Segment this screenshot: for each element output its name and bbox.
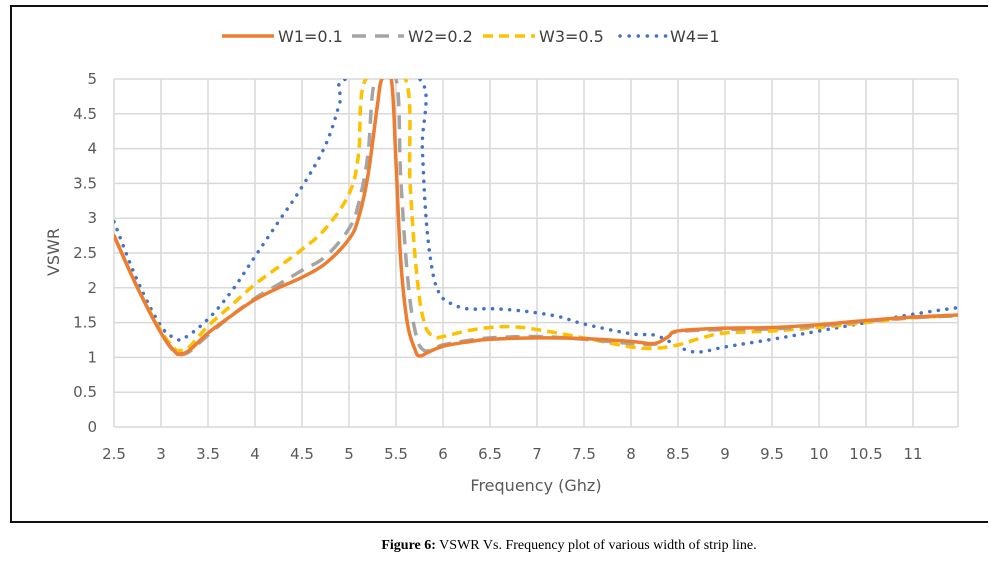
x-tick-label: 4	[250, 445, 260, 463]
x-axis-label: Frequency (Ghz)	[470, 476, 601, 495]
y-tick-label: 2.5	[73, 244, 97, 262]
y-tick-label: 4	[87, 140, 97, 158]
legend: W1=0.1 W2=0.2 W3=0.5 W4=1	[222, 27, 720, 46]
x-tick-labels: 2.5 3 3.5 4 4.5 5 5.5 6 6.5 7 7.5 8 8.5 9 9.5 10 10.5 11	[102, 445, 922, 463]
y-tick-label: 5	[87, 70, 97, 88]
y-axis-label: VSWR	[44, 228, 63, 276]
x-tick-label: 9	[720, 445, 730, 463]
figure-frame	[10, 5, 988, 523]
series-line-w3-0-5	[114, 79, 958, 353]
x-tick-label: 4.5	[290, 445, 314, 463]
y-tick-label: 1	[87, 348, 97, 366]
x-tick-label: 7.5	[572, 445, 596, 463]
x-tick-label: 5	[344, 445, 354, 463]
series-lines	[114, 79, 958, 358]
x-tick-label: 2.5	[102, 445, 126, 463]
y-tick-label: 4.5	[73, 105, 97, 123]
y-tick-labels: 0 0.5 1 1.5 2 2.5 3 3.5 4 4.5 5	[73, 70, 97, 436]
x-tick-label: 3.5	[196, 445, 220, 463]
y-tick-label: 0	[87, 418, 97, 436]
legend-label: W4=1	[670, 27, 720, 46]
grid	[113, 78, 959, 428]
legend-label: W3=0.5	[539, 27, 604, 46]
y-tick-label: 0.5	[73, 383, 97, 401]
series-line-w4-1	[114, 79, 958, 354]
caption-label: Figure 6:	[381, 538, 436, 553]
legend-label: W1=0.1	[278, 27, 343, 46]
caption-text: VSWR Vs. Frequency plot of various width…	[435, 538, 757, 553]
y-tick-label: 2	[87, 279, 97, 297]
x-tick-label: 7	[532, 445, 542, 463]
series-line-w1-0-1	[114, 79, 958, 358]
x-tick-label: 10	[809, 445, 828, 463]
x-tick-label: 3	[156, 445, 166, 463]
x-tick-label: 8.5	[666, 445, 690, 463]
x-tick-label: 6.5	[478, 445, 502, 463]
vswr-chart: 0 0.5 1 1.5 2 2.5 3 3.5 4 4.5 5 2.5 3 3.5 4 4.5 5 5.5 6 6.…	[44, 27, 959, 495]
x-tick-label: 8	[626, 445, 636, 463]
x-tick-label: 11	[903, 445, 922, 463]
y-tick-label: 3.5	[73, 174, 97, 192]
legend-label: W2=0.2	[408, 27, 473, 46]
x-tick-label: 6	[438, 445, 448, 463]
figure-caption: Figure 6: VSWR Vs. Frequency plot of var…	[0, 538, 998, 554]
x-tick-label: 5.5	[384, 445, 408, 463]
x-tick-label: 9.5	[760, 445, 784, 463]
y-tick-label: 3	[87, 209, 97, 227]
x-tick-label: 10.5	[849, 445, 882, 463]
y-tick-label: 1.5	[73, 314, 97, 332]
